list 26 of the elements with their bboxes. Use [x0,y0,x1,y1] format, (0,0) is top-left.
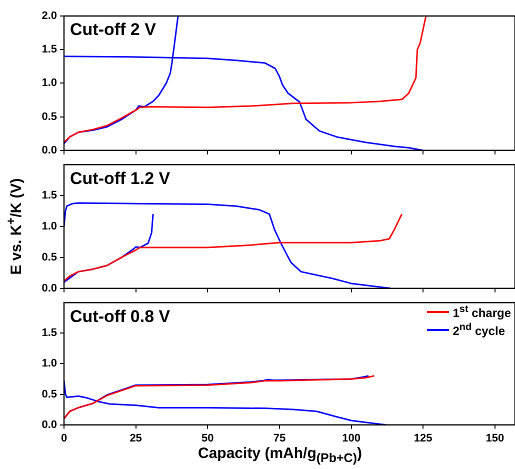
x-tick-label: 125 [414,432,432,444]
legend-label: 2$^{nd}$ cycle [452,322,505,338]
y-tick-label: 0.5 [42,110,57,123]
y-tick-label: 1.0 [42,220,57,233]
chart-title: Cut-off 1.2 V [70,168,171,188]
x-tick-label: 25 [130,432,142,444]
chart-title: Cut-off 0.8 V [70,306,171,326]
y-tick-label: 0.5 [42,251,57,264]
y-tick-label: 2.0 [42,10,57,22]
y-tick-label: 1.0 [42,77,57,90]
y-tick-label: 1.5 [42,44,57,56]
x-tick-label: 50 [202,432,214,444]
y-tick-label: 1.5 [42,327,57,340]
x-axis-title: Capacity (mAh/g$_{(Pb+C)}$) [197,445,363,466]
x-tick-label: 150 [486,432,504,444]
y-tick-label: 1.5 [42,190,57,202]
y-tick-label: 0.0 [42,144,57,156]
x-tick-label: 0 [60,432,68,444]
x-tick-label: 100 [342,432,360,444]
x-tick-label: 75 [273,432,286,444]
legend-label: 1$^{st}$ charge [452,304,511,320]
y-tick-label: 0.0 [42,282,57,294]
y-tick-label: 0.5 [42,388,57,400]
chart-title: Cut-off 2 V [70,20,157,40]
y-tick-label: 1.0 [42,358,57,370]
y-tick-label: 0.0 [42,418,57,431]
